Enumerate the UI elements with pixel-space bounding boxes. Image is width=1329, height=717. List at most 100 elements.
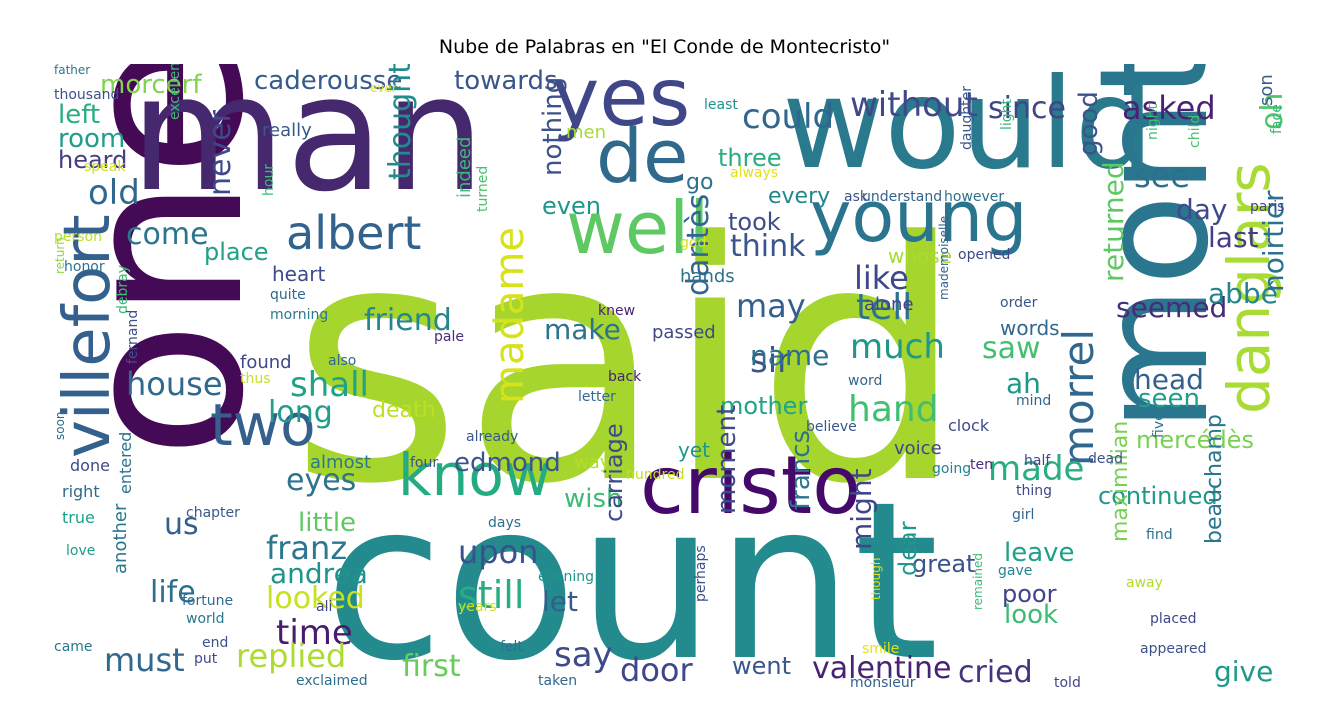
cloud-word-turned: turned [475, 165, 491, 212]
cloud-word-morrel: morrel [1054, 329, 1103, 466]
cloud-word-almost: almost [310, 452, 372, 473]
cloud-word-placed: placed [1150, 611, 1197, 627]
cloud-word-head: head [1134, 363, 1204, 396]
cloud-word-mother: mother [720, 392, 808, 420]
cloud-word-never: never [203, 109, 238, 196]
cloud-word-person: person [54, 229, 102, 245]
cloud-word-without: without [850, 85, 978, 125]
cloud-word-seen: seen [1138, 384, 1201, 414]
cloud-word-day: day [1176, 193, 1228, 226]
cloud-word-appeared: appeared [1140, 641, 1207, 657]
cloud-word-seemed: seemed [1116, 291, 1228, 324]
cloud-word-word: word [848, 373, 883, 389]
cloud-word-de: de [596, 114, 689, 200]
cloud-word-little: little [298, 508, 357, 538]
cloud-word-man: man [130, 64, 486, 227]
cloud-word-done: done [70, 456, 110, 475]
cloud-word-quite: quite [270, 287, 306, 303]
cloud-word-always: always [730, 165, 779, 181]
cloud-word-order: order [1000, 295, 1038, 311]
cloud-word-wish: wish [564, 484, 623, 514]
cloud-word-indeed: indeed [454, 136, 475, 198]
cloud-word-time: time [276, 613, 353, 653]
cloud-word-ah: ah [1006, 367, 1041, 400]
cloud-word-saw: saw [982, 331, 1041, 366]
cloud-word-great: great [912, 550, 976, 578]
cloud-word-debray: debray [115, 264, 131, 314]
cloud-word-god: god [680, 235, 707, 251]
cloud-word-might: might [845, 468, 878, 550]
cloud-word-cristo: cristo [640, 439, 862, 532]
cloud-word-night: night [1145, 103, 1161, 140]
cloud-word-may: may [736, 287, 806, 325]
cloud-word-however: however [944, 189, 1005, 205]
cloud-word-long: long [268, 395, 333, 430]
cloud-word-must: must [104, 641, 185, 679]
cloud-word-find: find [1146, 527, 1173, 543]
cloud-word-found: found [240, 352, 292, 373]
cloud-word-true: true [62, 508, 95, 527]
cloud-word-believe: believe [806, 419, 857, 435]
cloud-word-words: words [1000, 316, 1060, 340]
cloud-word-light: light [999, 98, 1015, 130]
cloud-word-house: house [126, 365, 223, 403]
cloud-word-face: face [1269, 104, 1285, 134]
cloud-word-know: know [398, 441, 552, 509]
cloud-word-chapter: chapter [186, 505, 240, 521]
cloud-word-men: men [566, 122, 607, 143]
cloud-word-eyes: eyes [286, 463, 357, 498]
cloud-word-paris: paris [1250, 199, 1285, 215]
cloud-word-honor: honor [64, 259, 105, 275]
cloud-word-dear: dear [894, 521, 922, 576]
cloud-word-though: though [869, 557, 883, 600]
cloud-word-much: much [850, 327, 945, 367]
cloud-word-would: would [782, 64, 1155, 197]
cloud-word-understand: understand [862, 189, 943, 205]
cloud-word-say: say [554, 635, 613, 675]
cloud-word-go: go [686, 170, 714, 195]
cloud-word-albert: albert [286, 206, 422, 260]
cloud-word-old: old [88, 173, 140, 213]
cloud-word-nothing: nothing [538, 76, 568, 176]
cloud-word-room: room [58, 124, 126, 154]
cloud-word-made: made [988, 449, 1085, 489]
cloud-word-mind: mind [1016, 393, 1052, 409]
cloud-word-passed: passed [652, 322, 716, 343]
cloud-word-good: good [1074, 91, 1104, 156]
cloud-word-returned: returned [1097, 161, 1130, 282]
cloud-word-morning: morning [270, 307, 329, 323]
cloud-word-clock: clock [948, 416, 990, 435]
cloud-word-world: world [186, 611, 225, 627]
cloud-word-going: going [932, 461, 972, 477]
cloud-word-looked: looked [266, 581, 365, 616]
cloud-word-madame: madame [487, 227, 533, 404]
cloud-word-maximilian: maximilian [1108, 420, 1133, 542]
cloud-word-right: right [62, 482, 100, 501]
cloud-word-first: first [402, 649, 461, 684]
cloud-word-cried: cried [958, 655, 1033, 690]
cloud-word-make: make [544, 313, 621, 346]
cloud-word-hands: hands [680, 266, 735, 287]
cloud-word-francs: francs [786, 429, 816, 510]
cloud-word-caderousse: caderousse [254, 66, 403, 96]
word-cloud: said count one man would monte cristo yes de well… [54, 64, 1294, 694]
cloud-word-ever: ever [370, 81, 397, 95]
cloud-word-upon: upon [458, 533, 539, 571]
cloud-word-knew: knew [598, 303, 636, 319]
cloud-word-father: father [54, 64, 91, 77]
cloud-word-already: already [466, 429, 519, 445]
cloud-word-voice: voice [894, 438, 942, 459]
cloud-word-really: really [262, 120, 312, 141]
cloud-word-also: also [328, 353, 357, 369]
cloud-word-sir: sir [750, 341, 792, 381]
cloud-word-name: name [750, 339, 830, 372]
cloud-word-heart: heart [272, 262, 326, 286]
cloud-word-hand: hand [848, 389, 939, 430]
cloud-word-speak: speak [84, 159, 126, 175]
cloud-word-felt: felt [500, 639, 523, 655]
cloud-word-friend: friend [364, 303, 452, 338]
cloud-word-even: even [542, 192, 601, 220]
cloud-word-opened: opened [958, 247, 1011, 263]
cloud-word-us: us [164, 507, 199, 542]
chart-title: Nube de Palabras en "El Conde de Montecr… [438, 36, 891, 58]
